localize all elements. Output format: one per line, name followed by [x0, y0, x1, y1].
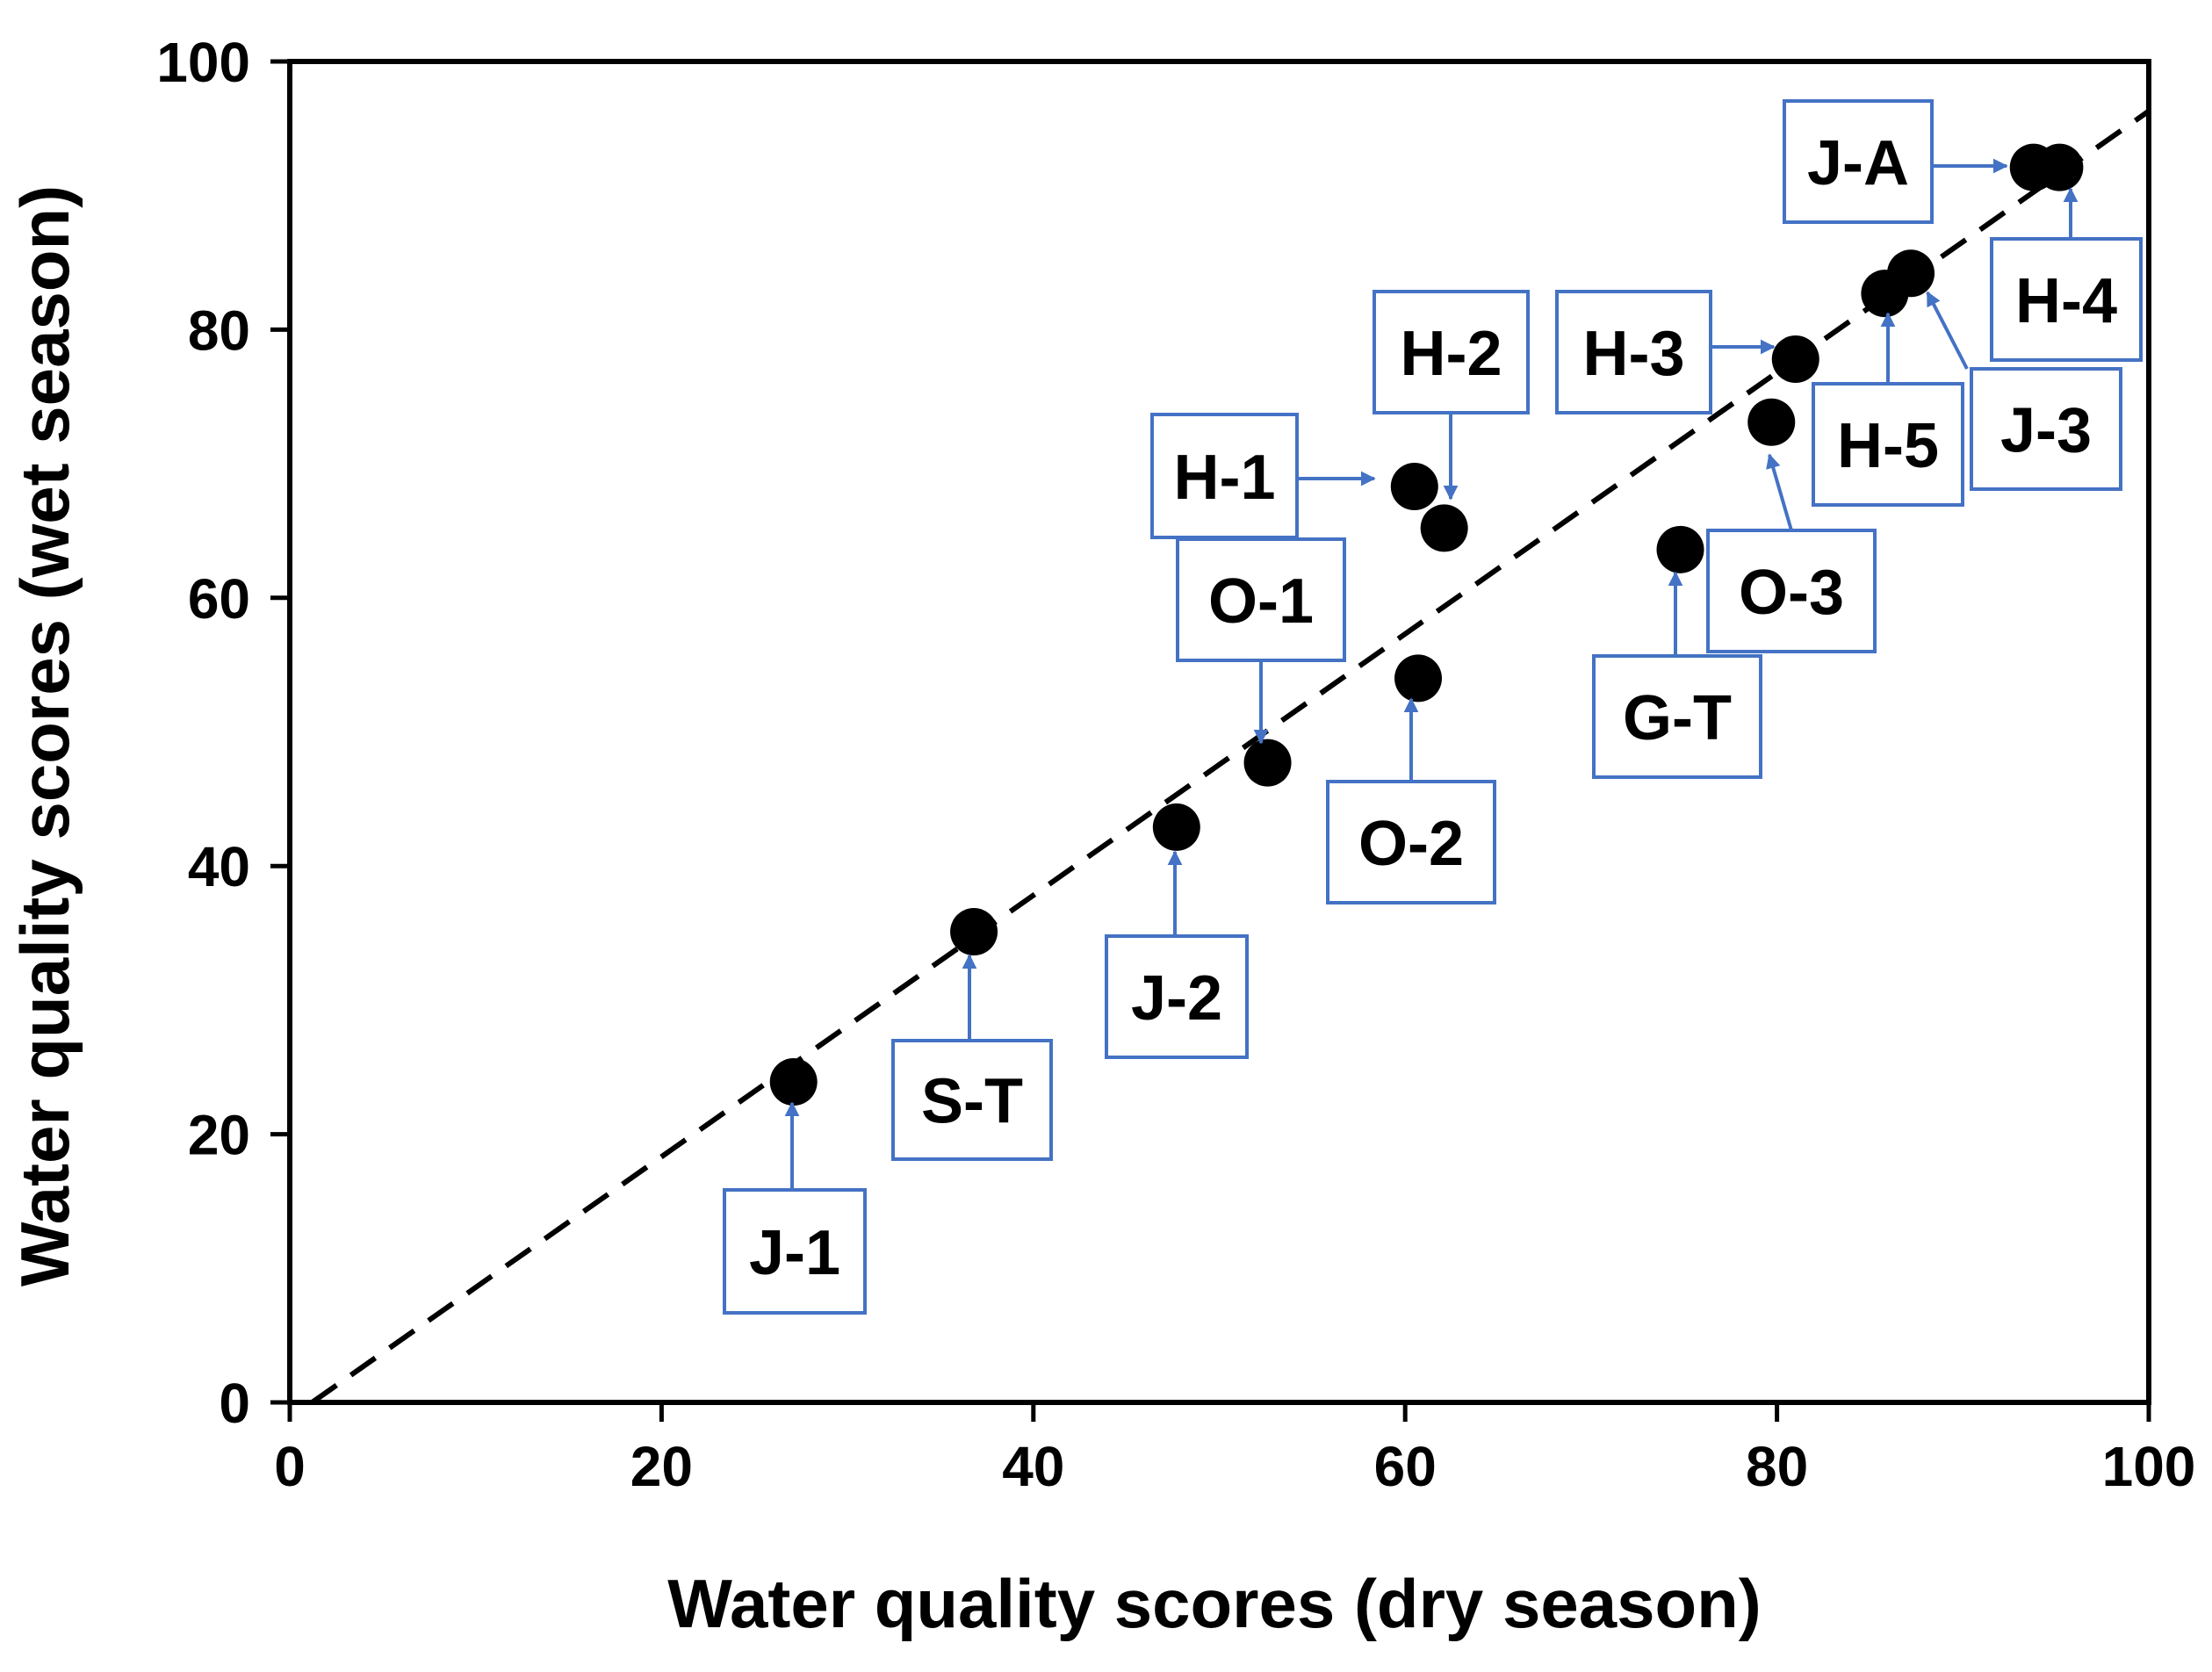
annotation-box-j-3 [1970, 367, 2122, 491]
annotation-box-h-3 [1555, 290, 1712, 414]
annotation-box-g-t [1592, 654, 1762, 779]
x-axis-title: Water quality scores (dry season) [667, 1565, 1762, 1642]
annotation-label-h-3: H-3 [1582, 319, 1684, 389]
x-tick-label: 60 [1374, 1435, 1437, 1498]
annotation-j-2: J-2 [1105, 850, 1249, 1059]
annotation-label-o-2: O-2 [1358, 809, 1464, 879]
y-tick-label: 0 [219, 1372, 250, 1435]
y-axis-title: Water quality scores (wet season) [6, 185, 83, 1286]
annotation-label-o-1: O-1 [1208, 566, 1314, 637]
annotation-label-o-3: O-3 [1739, 558, 1844, 628]
data-point-o-1 [1243, 739, 1292, 787]
data-point-h-1 [1390, 463, 1438, 511]
annotation-h-4: H-4 [1990, 187, 2143, 362]
y-tick-label: 100 [156, 31, 250, 94]
annotation-g-t: G-T [1592, 571, 1762, 779]
annotation-j-1: J-1 [723, 1101, 867, 1315]
annotation-box-h-1 [1150, 413, 1299, 539]
annotation-box-h-2 [1373, 290, 1530, 414]
data-point-g-t [1656, 525, 1704, 573]
annotation-label-j-a: J-A [1807, 128, 1909, 198]
annotation-box-h-4 [1990, 237, 2143, 362]
annotation-box-h-5 [1812, 382, 1964, 507]
data-point-j-3 [1887, 249, 1935, 298]
annotation-box-j-2 [1105, 934, 1249, 1059]
y-tick-label: 20 [188, 1104, 250, 1167]
annotation-s-t: S-T [891, 954, 1053, 1161]
annotation-label-j-3: J-3 [2000, 396, 2092, 466]
annotation-o-3: O-3 [1706, 453, 1877, 653]
annotation-label-h-4: H-4 [2015, 266, 2117, 336]
annotation-o-2: O-2 [1326, 697, 1496, 904]
annotation-o-1: O-1 [1176, 537, 1346, 745]
annotation-label-s-t: S-T [921, 1067, 1023, 1137]
data-point-o-3 [1747, 398, 1796, 446]
x-tick-label: 80 [1746, 1435, 1808, 1498]
annotation-label-h-5: H-5 [1837, 411, 1939, 481]
annotation-arrow-o-3 [1766, 453, 1793, 531]
annotation-label-h-2: H-2 [1400, 319, 1502, 389]
x-tick-label: 20 [630, 1435, 693, 1498]
plot-frame [287, 59, 2151, 1405]
y-tick-label: 40 [188, 835, 250, 898]
annotation-h-1: H-1 [1150, 413, 1376, 539]
data-point-j-1 [769, 1058, 818, 1106]
data-point-s-t [950, 908, 998, 956]
x-tick-label: 100 [2102, 1435, 2196, 1498]
annotation-box-o-2 [1326, 780, 1496, 904]
trend-line [310, 109, 2151, 1405]
annotation-label-g-t: G-T [1623, 683, 1732, 753]
x-tick-label: 40 [1002, 1435, 1064, 1498]
annotation-label-j-1: J-1 [749, 1218, 840, 1288]
data-point-o-2 [1394, 654, 1443, 703]
annotation-h-5: H-5 [1812, 312, 1964, 507]
annotation-box-j-1 [723, 1188, 867, 1315]
data-point-j-2 [1152, 803, 1200, 851]
annotation-box-j-a [1783, 99, 1934, 224]
y-tick-label: 80 [188, 299, 250, 362]
annotation-box-s-t [891, 1039, 1053, 1161]
annotation-label-j-2: J-2 [1131, 963, 1222, 1034]
data-point-h-3 [1771, 335, 1819, 383]
annotation-j-a: J-A [1783, 99, 2008, 224]
annotation-box-o-3 [1706, 529, 1877, 653]
annotation-h-3: H-3 [1555, 290, 1776, 414]
y-tick-label: 60 [188, 567, 250, 631]
annotation-h-2: H-2 [1373, 290, 1530, 501]
annotation-label-h-1: H-1 [1173, 443, 1275, 513]
x-tick-label: 0 [274, 1435, 306, 1498]
annotation-j-3: J-3 [1926, 291, 2122, 491]
annotation-arrow-j-3 [1926, 291, 1969, 370]
data-point-h-4 [2035, 143, 2084, 191]
data-point-h-2 [1420, 504, 1468, 552]
